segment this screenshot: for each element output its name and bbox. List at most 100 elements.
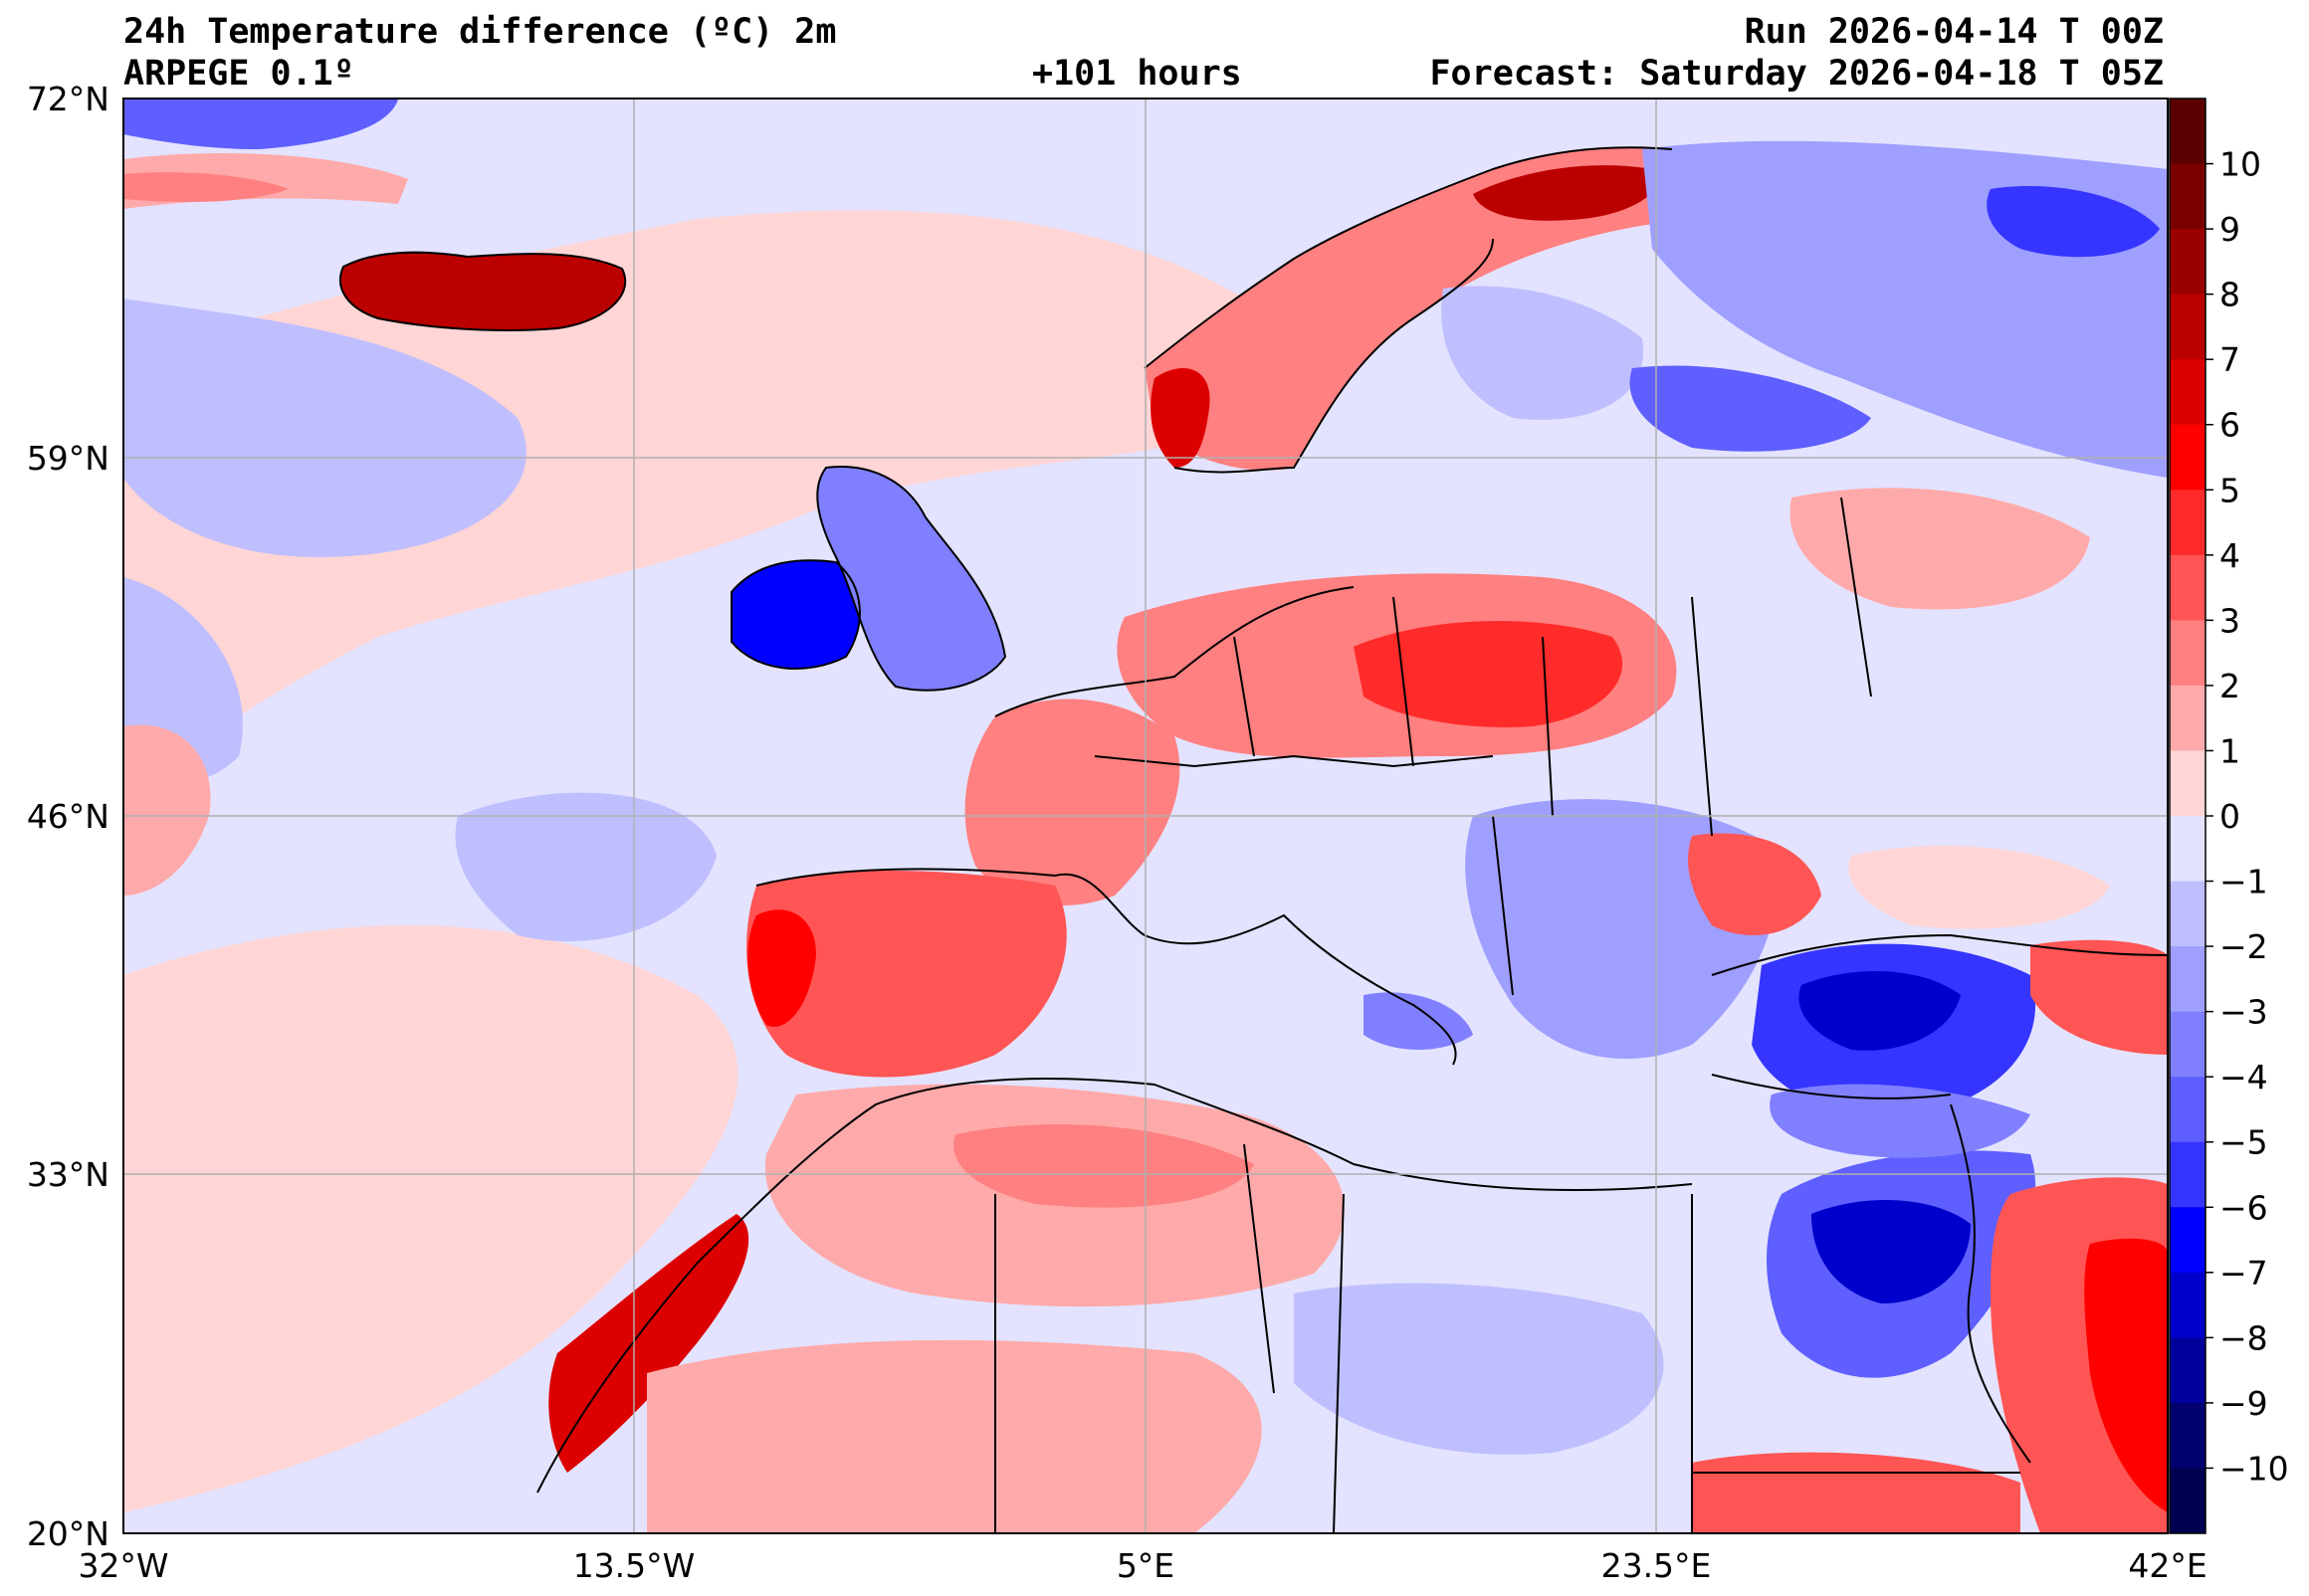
colorbar-tick-label: −7 [2219,1254,2268,1293]
colorbar-segment [2170,881,2205,947]
warm-band-atlantic [123,210,1294,797]
colorbar-segment [2170,1337,2205,1404]
lat-label-33: 33°N [27,1155,109,1194]
lat-label-72: 72°N [27,80,109,118]
run-label: Run 2026-04-14 T 00Z [1744,12,2164,52]
forecast-label: Forecast: Saturday 2026-04-18 T 05Z [1429,54,2164,94]
britain-cool [817,467,1005,691]
anomaly-field [123,100,2168,1533]
colorbar-segment [2170,1402,2205,1469]
colorbar [2169,98,2213,1534]
lon-label-32w: 32°W [78,1546,168,1585]
egypt-cold-core [1811,1200,1971,1303]
colorbar-segment [2170,750,2205,817]
colorbar-tick-label: 5 [2219,471,2240,509]
turkey-coast [1711,933,2168,1099]
colorbar-segment [2170,620,2205,687]
colorbar-segment [2170,490,2205,556]
colorbar-tick-label: 3 [2219,601,2240,640]
model-label: ARPEGE 0.1º [123,54,354,94]
britain-coast [816,466,1007,692]
black-sea-warm [1848,846,2110,929]
colorbar-segment [2170,1011,2205,1078]
algeria-warm-belt [953,1124,1254,1208]
lat-label-20: 20°N [27,1514,109,1553]
colorbar-segment [2170,1077,2205,1143]
colorbar-tick-label: 8 [2219,276,2240,314]
colorbar-tick-label: −1 [2219,863,2268,901]
lapland-hot [1473,165,1658,221]
border-lines [994,497,2020,1533]
africa-coast [536,1078,1693,1494]
colorbar-tick-label: −3 [2219,993,2268,1032]
warm-patch-atlantic-sw [123,724,211,896]
colorbar-segment [2170,229,2205,296]
colorbar-tick-label: 7 [2219,340,2240,379]
east-med-cool [1770,1084,2030,1158]
romania-warm [1688,833,1821,935]
lon-label-5e: 5°E [1117,1546,1174,1585]
russia-cold-2 [1629,365,1871,452]
libya-cool [1294,1283,1664,1455]
colorbar-segment [2170,1272,2205,1338]
lon-label-42e: 42°E [2128,1546,2206,1585]
baltic-cool [1441,286,1644,420]
colorbar-tick-label: −8 [2219,1318,2268,1357]
colorbar-segment [2170,554,2205,621]
colorbar-segment [2170,816,2205,883]
tyrrhenian-cool [1364,992,1473,1050]
cool-zone-north-atlantic [123,299,526,557]
graticule [123,99,2168,1533]
chart-title: 24h Temperature difference (ºC) 2m [123,12,837,52]
colorbar-segment [2170,1141,2205,1208]
kola-cold [1987,185,2160,258]
lon-label-13w: 13.5°W [573,1546,696,1585]
colorbar-tick-label: −5 [2219,1123,2268,1162]
colorbar-tick-label: −4 [2219,1058,2268,1097]
colorbar-segment [2170,685,2205,751]
colorbar-segment [2170,1468,2205,1534]
ireland-cold [732,560,860,669]
sahara-warm [647,1339,1262,1533]
colorbar-tick-label: 2 [2219,667,2240,705]
colorbar-tick-label: 0 [2219,797,2240,836]
lead-time-label: +101 hours [1032,54,1242,94]
colorbar-segment [2170,946,2205,1013]
longitude-labels: 32°W 13.5°W 5°E 23.5°E 42°E [78,1546,2206,1585]
colorbar-tick-label: −9 [2219,1384,2268,1423]
colorbar-segment [2170,424,2205,491]
map-frame [122,98,2169,1534]
russia-warm-1 [1789,488,2090,610]
colorbar-segment [2170,294,2205,360]
colorbar-tick-label: 9 [2219,210,2240,249]
colorbar-tick-label: −10 [2219,1449,2289,1488]
norway-warm [1145,147,1692,471]
colorbar-tick-label: 4 [2219,536,2240,575]
turkey-cold-core [1798,971,1961,1051]
morocco-hot [548,1214,749,1473]
poland-hot [1354,620,1623,727]
arabia-hot [2084,1238,2168,1512]
greenland-warm-edge [123,172,289,202]
greenland-tip [123,100,398,149]
scandinavia-coast [1144,146,1673,474]
colorbar-segment [2170,163,2205,230]
iceland-coast [338,251,627,331]
colorbar-tick-label: 10 [2219,145,2261,184]
france-warm [964,698,1180,905]
iceland-warm [339,252,626,330]
lon-label-23e: 23.5°E [1601,1546,1712,1585]
colorbar-tick-label: −2 [2219,927,2268,966]
colorbar-segment [2170,359,2205,426]
lat-label-46: 46°N [27,797,109,836]
iberia-hot [747,909,816,1027]
colorbar-tick-label: −6 [2219,1188,2268,1227]
europe-coast [755,586,1457,1066]
norway-hot [1151,368,1210,468]
cool-zone-atlantic-mid [455,792,717,942]
colorbar-tick-label: 6 [2219,406,2240,445]
colorbar-tick-label: 1 [2219,731,2240,770]
levant-coast [1950,1103,2031,1464]
